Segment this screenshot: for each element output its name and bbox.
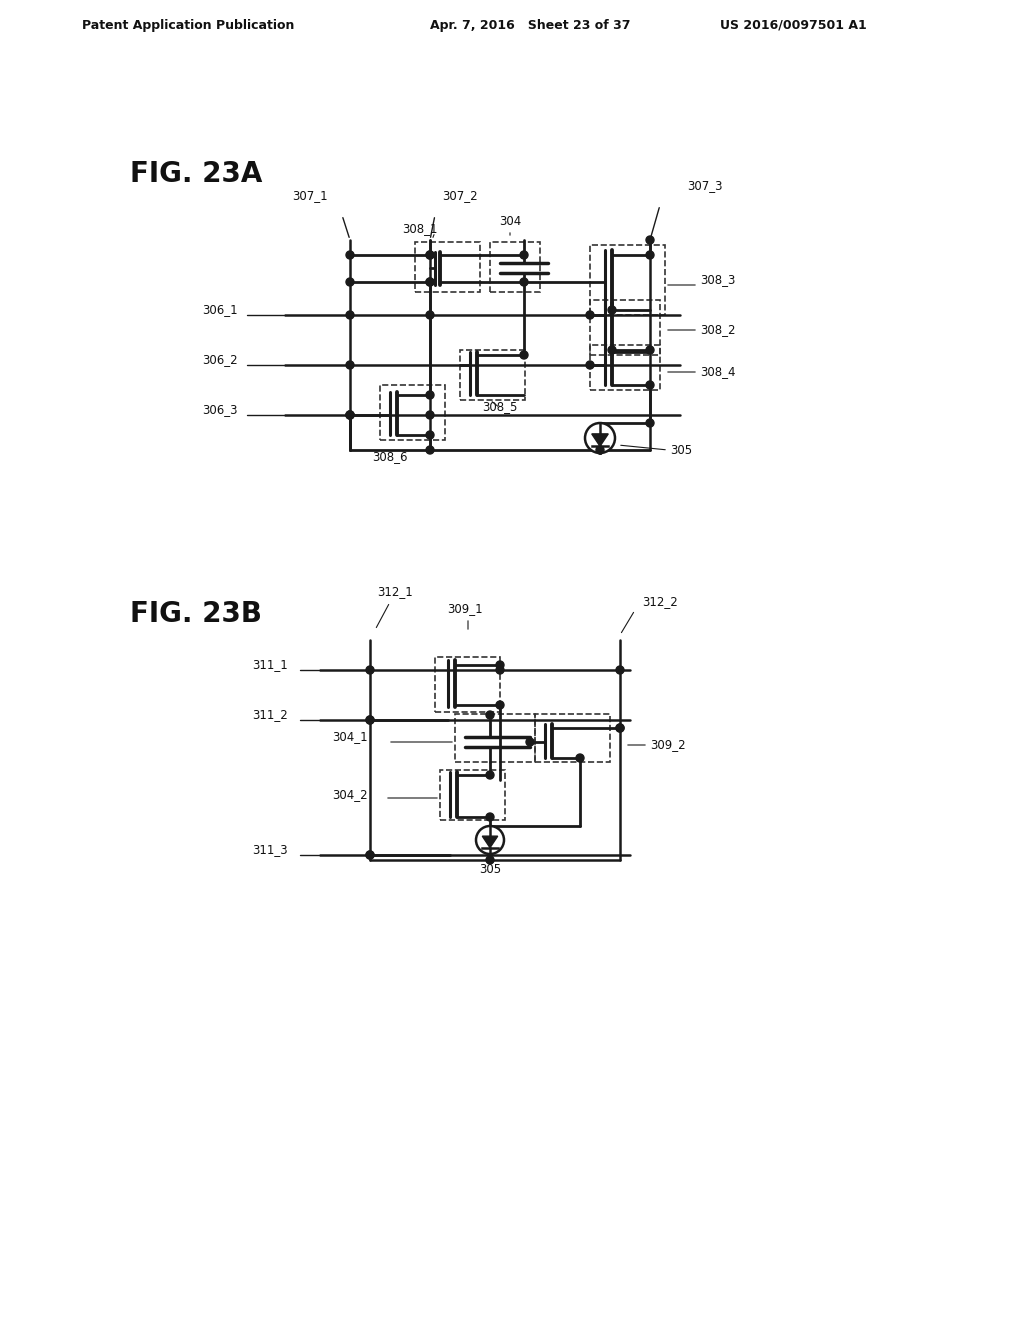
Bar [590, 300, 660, 355]
Bar [455, 714, 535, 762]
Bar [435, 657, 500, 711]
Text: 311_2: 311_2 [252, 709, 288, 722]
Circle shape [616, 723, 624, 733]
Circle shape [596, 446, 604, 454]
Circle shape [346, 312, 354, 319]
Circle shape [426, 279, 434, 286]
Circle shape [426, 411, 434, 418]
Circle shape [575, 754, 584, 762]
Bar [535, 714, 610, 762]
Circle shape [346, 411, 354, 418]
Bar [590, 345, 660, 389]
Text: 307_1: 307_1 [292, 189, 328, 202]
Circle shape [486, 813, 494, 821]
Circle shape [346, 360, 354, 370]
Circle shape [520, 351, 528, 359]
Circle shape [496, 667, 504, 675]
Circle shape [366, 851, 374, 859]
Circle shape [520, 251, 528, 259]
Text: Apr. 7, 2016   Sheet 23 of 37: Apr. 7, 2016 Sheet 23 of 37 [430, 18, 631, 32]
Circle shape [486, 711, 494, 719]
Bar [415, 242, 480, 292]
Circle shape [496, 661, 504, 669]
Circle shape [426, 432, 434, 440]
Bar [440, 770, 505, 820]
Circle shape [646, 346, 654, 354]
Circle shape [646, 251, 654, 259]
Text: 308_6: 308_6 [373, 450, 408, 463]
Polygon shape [592, 434, 608, 446]
Circle shape [366, 667, 374, 675]
Text: 312_1: 312_1 [377, 585, 413, 598]
Bar [460, 350, 525, 400]
Circle shape [616, 723, 624, 733]
Circle shape [496, 701, 504, 709]
Circle shape [426, 279, 434, 286]
Text: 305: 305 [670, 444, 692, 457]
Text: 306_2: 306_2 [202, 354, 238, 367]
Circle shape [346, 411, 354, 418]
Circle shape [520, 279, 528, 286]
Text: 307_3: 307_3 [687, 180, 723, 191]
Text: 309_2: 309_2 [650, 738, 686, 751]
Circle shape [366, 715, 374, 723]
Text: 304: 304 [499, 215, 521, 228]
Circle shape [486, 771, 494, 779]
Circle shape [366, 851, 374, 859]
Circle shape [346, 411, 354, 418]
Circle shape [426, 391, 434, 399]
Text: 306_1: 306_1 [202, 304, 238, 317]
Circle shape [426, 312, 434, 319]
Circle shape [486, 855, 494, 865]
Circle shape [646, 418, 654, 426]
Text: 309_1: 309_1 [447, 602, 482, 615]
Text: 308_3: 308_3 [700, 273, 735, 286]
Bar [490, 242, 540, 292]
Circle shape [426, 251, 434, 259]
Text: Patent Application Publication: Patent Application Publication [82, 18, 294, 32]
Text: 304_2: 304_2 [332, 788, 368, 801]
Circle shape [616, 667, 624, 675]
Circle shape [346, 279, 354, 286]
Polygon shape [482, 836, 498, 847]
Text: 307_2: 307_2 [442, 189, 478, 202]
Circle shape [526, 738, 534, 746]
Text: 311_3: 311_3 [252, 843, 288, 857]
Circle shape [586, 312, 594, 319]
Text: 306_3: 306_3 [203, 404, 238, 417]
Text: 308_2: 308_2 [700, 323, 735, 337]
Text: FIG. 23A: FIG. 23A [130, 160, 262, 187]
Bar [380, 385, 445, 440]
Circle shape [346, 251, 354, 259]
Text: 308_4: 308_4 [700, 366, 735, 379]
Circle shape [646, 381, 654, 389]
Text: 312_2: 312_2 [642, 595, 678, 609]
Circle shape [608, 346, 616, 354]
Text: 304_1: 304_1 [332, 730, 368, 743]
Text: US 2016/0097501 A1: US 2016/0097501 A1 [720, 18, 866, 32]
Circle shape [586, 360, 594, 370]
Text: 305: 305 [479, 863, 501, 876]
Circle shape [608, 306, 616, 314]
Circle shape [646, 236, 654, 244]
Circle shape [426, 251, 434, 259]
Circle shape [585, 422, 615, 453]
Text: 308_1: 308_1 [402, 222, 437, 235]
Circle shape [426, 446, 434, 454]
Circle shape [476, 826, 504, 854]
Circle shape [366, 715, 374, 723]
Text: 308_5: 308_5 [482, 400, 518, 413]
Text: 311_1: 311_1 [252, 659, 288, 672]
Bar [590, 246, 665, 315]
Text: FIG. 23B: FIG. 23B [130, 601, 262, 628]
